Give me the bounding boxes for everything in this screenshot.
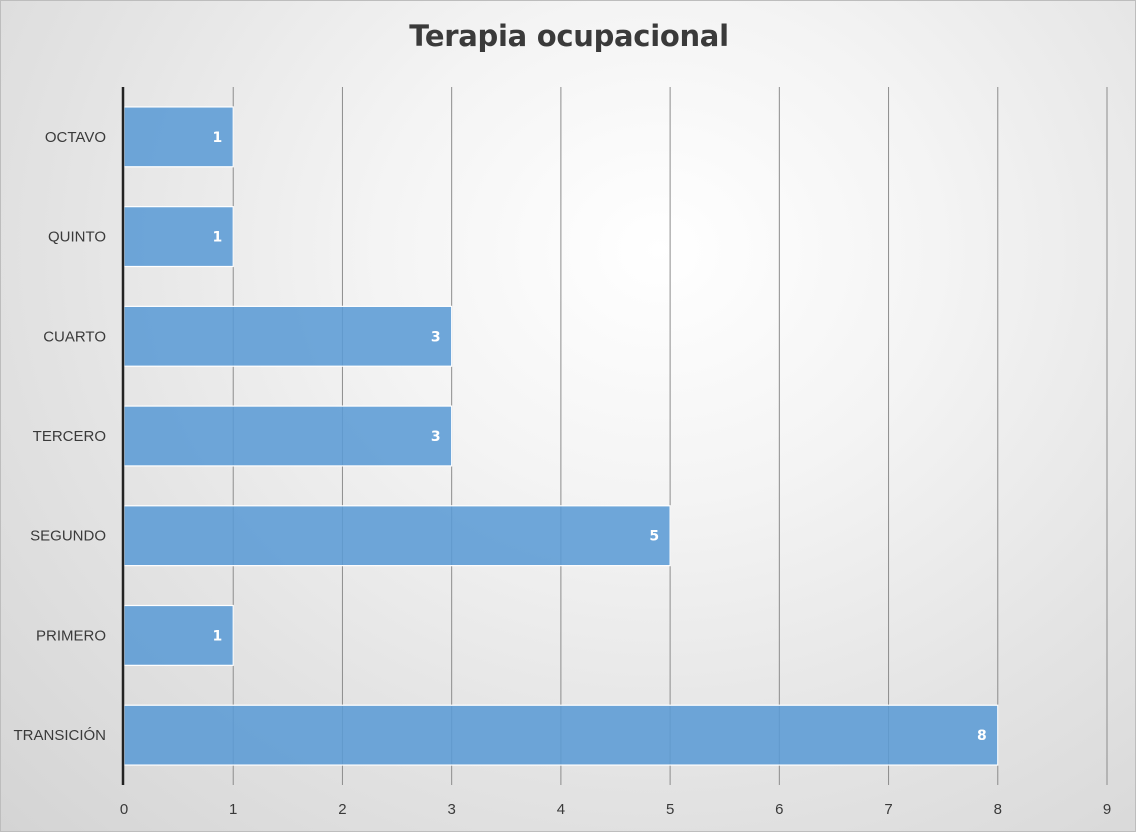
bar [123, 206, 234, 268]
bar [123, 405, 453, 467]
data-label: 1 [212, 230, 222, 246]
x-tick-label: 6 [775, 801, 783, 818]
data-label: 5 [649, 529, 659, 545]
data-label: 3 [431, 429, 441, 445]
category-label: SEGUNDO [30, 528, 106, 545]
category-label: CUARTO [43, 328, 106, 345]
x-tick-label: 8 [994, 801, 1002, 818]
x-tick-label: 2 [338, 801, 346, 818]
x-tick-label: 7 [884, 801, 892, 818]
category-label: OCTAVO [45, 129, 106, 146]
data-label: 1 [212, 628, 222, 644]
bar [123, 505, 671, 567]
category-label: QUINTO [48, 229, 106, 246]
labels: 0 1 2 3 4 5 6 7 8 9 8 TRANSICIÓN 1 PRIMERO 5 SEGUNDO 3 TE… [13, 129, 1111, 818]
chart-title: Terapia ocupacional [409, 19, 729, 53]
bar [123, 305, 453, 367]
data-label: 1 [212, 130, 222, 146]
category-label: TRANSICIÓN [13, 727, 106, 744]
category-label: PRIMERO [36, 627, 106, 644]
x-tick-label: 9 [1103, 801, 1111, 818]
bar [123, 604, 234, 666]
x-tick-label: 5 [666, 801, 674, 818]
x-tick-label: 1 [229, 801, 237, 818]
category-label: TERCERO [33, 428, 106, 445]
x-tick-label: 3 [447, 801, 455, 818]
x-tick-label: 0 [120, 801, 128, 818]
bars [123, 106, 999, 766]
bar [123, 704, 999, 766]
data-label: 8 [977, 728, 987, 744]
bar [123, 106, 234, 168]
x-tick-label: 4 [557, 801, 565, 818]
data-label: 3 [431, 329, 441, 345]
